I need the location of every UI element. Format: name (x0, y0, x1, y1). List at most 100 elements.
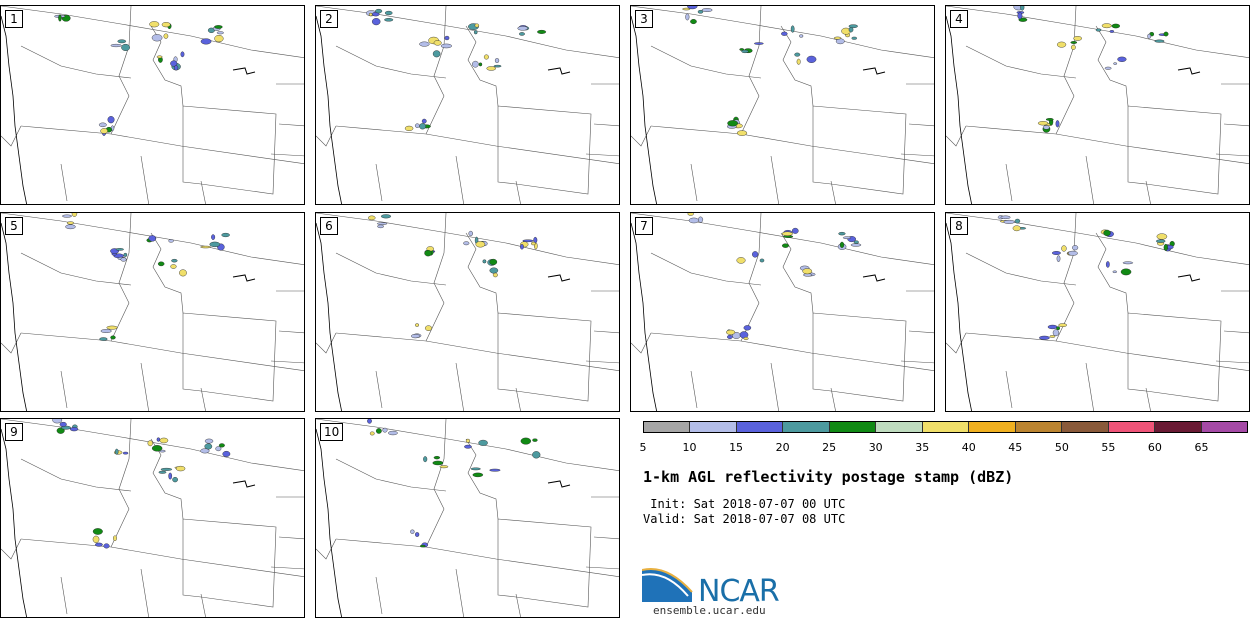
panel-number: 1 (5, 10, 23, 28)
map-panel-6: 6 (315, 212, 620, 412)
reflectivity-echo (382, 427, 388, 433)
map-boundary-line (150, 438, 184, 520)
reflectivity-echo (411, 334, 420, 339)
reflectivity-echo (1017, 12, 1023, 20)
reflectivity-echo (175, 465, 186, 472)
reflectivity-echo (520, 437, 532, 445)
colorbar-segment (783, 422, 830, 432)
map-boundary-line (316, 332, 337, 354)
map-boundary-line (20, 125, 304, 165)
colorbar-segment (1108, 422, 1156, 432)
reflectivity-echo (520, 244, 524, 250)
reflectivity-echo (537, 29, 547, 34)
ncar-logo-icon (642, 568, 693, 602)
map-boundary-line (60, 568, 206, 617)
map-panel-svg (631, 6, 934, 204)
panel-number: 9 (5, 423, 23, 441)
reflectivity-echo (414, 123, 420, 128)
map-boundary-line (631, 213, 934, 266)
map-boundary-line (1, 419, 304, 472)
reflectivity-echo (110, 43, 122, 48)
reflectivity-echo (794, 52, 801, 57)
map-boundary-line (497, 518, 592, 608)
reflectivity-echo (99, 337, 108, 341)
map-boundary-line (1215, 290, 1249, 364)
reflectivity-echo (433, 455, 441, 460)
reflectivity-echo (531, 241, 536, 246)
reflectivity-echo (489, 267, 499, 274)
reflectivity-echo (1122, 261, 1134, 265)
reflectivity-echo (1155, 239, 1166, 243)
map-boundary-line (375, 155, 521, 204)
map-boundary-line (631, 332, 652, 354)
colorbar-tick-label: 20 (775, 441, 790, 454)
reflectivity-echo (1049, 335, 1056, 338)
reflectivity-echo (690, 19, 697, 25)
reflectivity-echo (371, 18, 381, 26)
panel-number: 2 (320, 10, 338, 28)
map-boundary-line (60, 155, 206, 204)
reflectivity-echo (179, 269, 187, 277)
map-panel-4: 4 (945, 5, 1250, 205)
reflectivity-echo (1070, 44, 1076, 50)
map-boundary-line (1127, 312, 1222, 402)
reflectivity-echo (168, 472, 173, 480)
reflectivity-echo (157, 261, 165, 267)
reflectivity-echo (1068, 250, 1078, 256)
lake-outline (1177, 274, 1201, 282)
map-panel-svg (1, 213, 304, 411)
reflectivity-echo (432, 460, 444, 466)
map-boundary-line (270, 496, 304, 570)
map-boundary-line (780, 232, 814, 314)
reflectivity-echo (160, 467, 173, 471)
map-boundary-line (425, 6, 447, 135)
reflectivity-echo (839, 241, 845, 248)
map-boundary-line (465, 232, 499, 314)
map-boundary-line (740, 6, 762, 135)
colorbar-segment (1155, 422, 1202, 432)
reflectivity-echo (781, 231, 793, 236)
map-boundary-line (1, 125, 22, 147)
colorbar-tick-label: 30 (868, 441, 883, 454)
map-boundary-line (110, 6, 132, 135)
panel-number: 6 (320, 217, 338, 235)
reflectivity-echo (492, 272, 498, 278)
map-boundary-line (465, 438, 499, 520)
reflectivity-echo (1154, 39, 1165, 43)
map-boundary-line (182, 518, 277, 608)
reflectivity-echo (1057, 41, 1067, 48)
reflectivity-echo (1070, 41, 1078, 44)
reflectivity-echo (433, 40, 442, 46)
map-boundary-line (585, 496, 619, 570)
reflectivity-echo (838, 231, 846, 236)
colorbar-segment (1015, 422, 1063, 432)
reflectivity-echo (215, 446, 222, 452)
reflectivity-echo (439, 465, 449, 469)
reflectivity-echo (687, 6, 698, 10)
map-boundary-line (690, 362, 836, 411)
reflectivity-echo (424, 249, 432, 257)
colorbar-tick-label: 10 (682, 441, 697, 454)
colorbar-segment (690, 422, 737, 432)
reflectivity-echo (149, 21, 160, 28)
reflectivity-echo (1113, 62, 1118, 65)
coastline (316, 222, 343, 411)
reflectivity-echo (790, 25, 795, 33)
map-boundary-line (965, 125, 1249, 165)
lake-outline (862, 274, 886, 282)
reflectivity-echo (211, 234, 216, 240)
coastline (631, 15, 658, 204)
reflectivity-echo (697, 10, 704, 14)
reflectivity-echo (71, 213, 78, 217)
map-boundary-line (1215, 83, 1249, 157)
reflectivity-echo (701, 8, 713, 12)
website-url[interactable]: ensemble.ucar.edu (653, 604, 766, 617)
map-boundary-line (497, 312, 592, 402)
reflectivity-echo (123, 252, 128, 257)
map-boundary-line (335, 45, 447, 79)
reflectivity-echo (474, 23, 480, 28)
reflectivity-echo (1104, 66, 1112, 70)
map-boundary-line (20, 458, 132, 492)
reflectivity-echo (483, 54, 489, 60)
reflectivity-echo (494, 58, 500, 63)
